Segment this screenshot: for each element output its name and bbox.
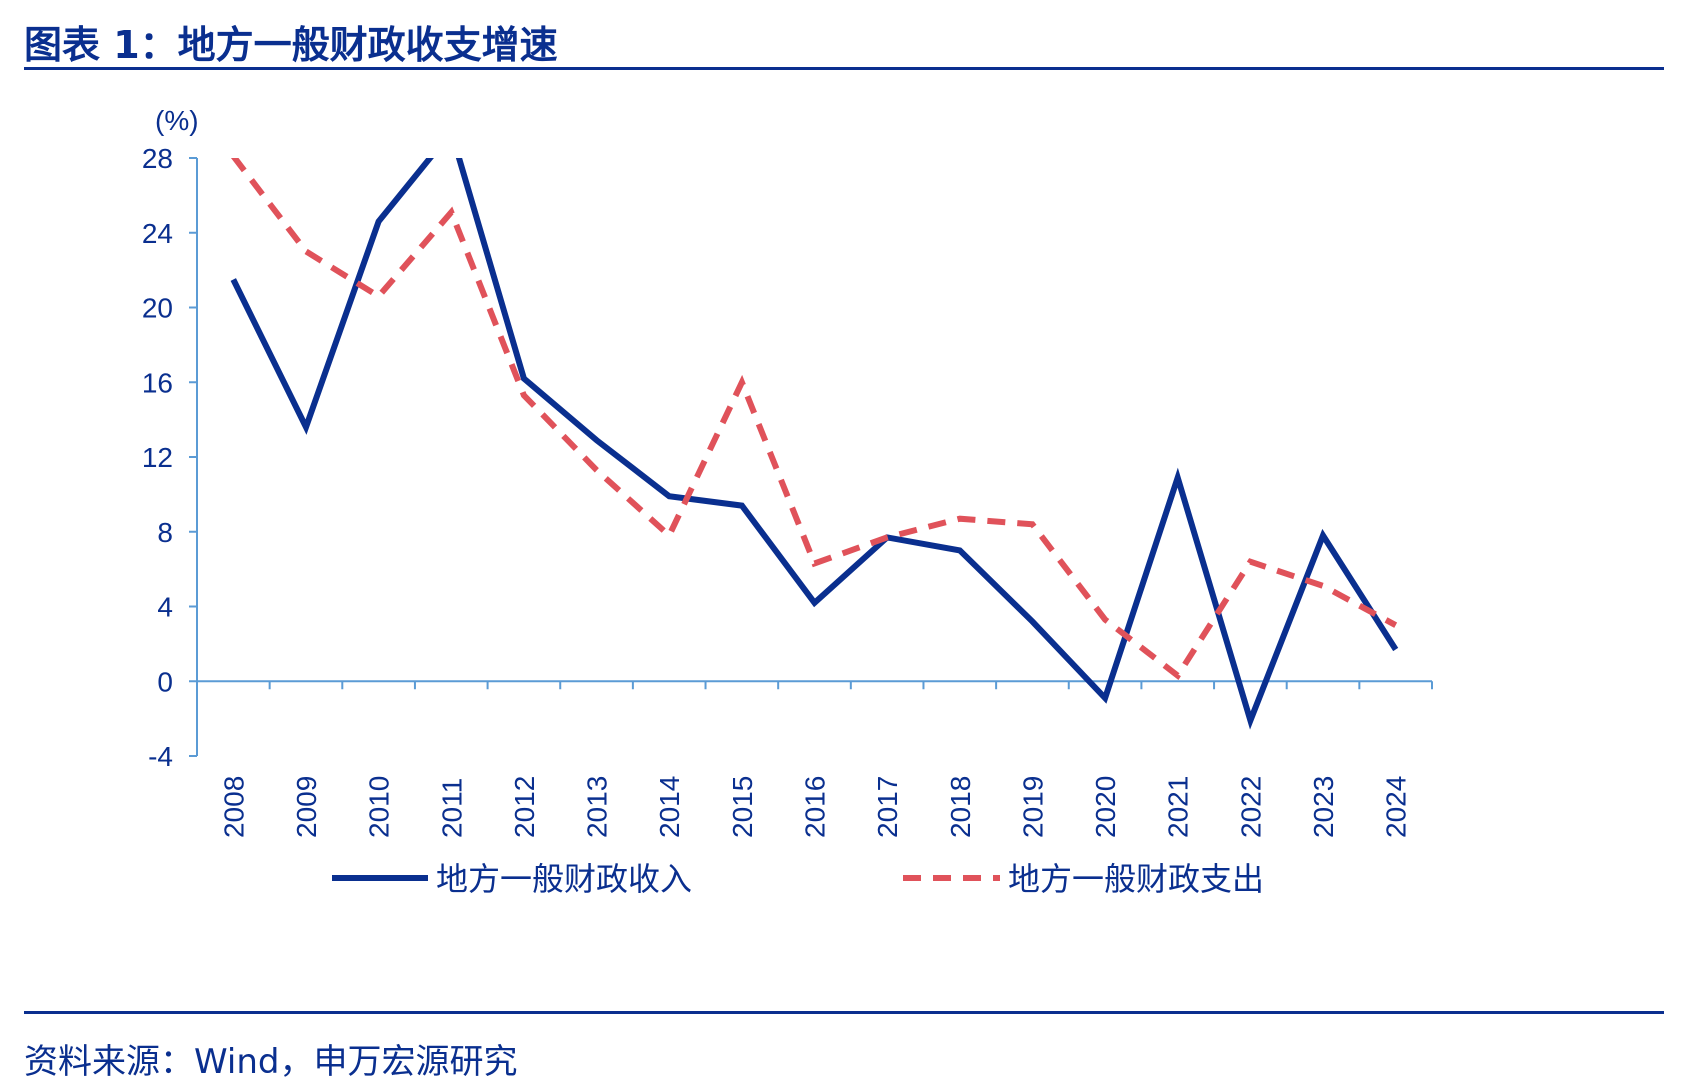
y-tick-label: 8 <box>157 517 173 548</box>
y-tick-label: 0 <box>157 666 173 697</box>
y-axis-unit-label: (%) <box>155 105 199 136</box>
x-tick-label: 2024 <box>1381 776 1412 838</box>
x-tick-label: 2014 <box>654 776 685 838</box>
title-divider <box>24 67 1664 70</box>
figure-title: 图表 1：地方一般财政收支增速 <box>24 23 558 67</box>
x-tick-label: 2010 <box>364 776 395 838</box>
source-note: 资料来源：Wind，申万宏源研究 <box>24 1042 518 1082</box>
series-line-expenditure <box>230 158 1398 680</box>
series-line-income <box>230 158 1399 730</box>
source-divider <box>24 1011 1664 1014</box>
x-tick-label: 2017 <box>872 776 903 838</box>
y-tick-label: 24 <box>142 218 173 249</box>
x-tick-label: 2018 <box>945 776 976 838</box>
y-tick-label: 16 <box>142 367 173 398</box>
x-tick-label: 2013 <box>582 776 613 838</box>
y-tick-label: 28 <box>142 143 173 174</box>
chart-series <box>230 158 1399 730</box>
legend-label-income: 地方一般财政收入 <box>436 860 692 898</box>
x-tick-label: 2022 <box>1235 776 1266 838</box>
x-tick-label: 2012 <box>509 776 540 838</box>
y-tick-label: 12 <box>142 442 173 473</box>
legend-label-expenditure: 地方一般财政支出 <box>1008 860 1264 898</box>
y-tick-label: -4 <box>148 741 173 772</box>
x-tick-label: 2008 <box>218 776 249 838</box>
x-tick-label: 2011 <box>436 778 467 838</box>
x-tick-label: 2015 <box>727 776 758 838</box>
x-tick-label: 2019 <box>1017 776 1048 838</box>
x-tick-label: 2020 <box>1090 776 1121 838</box>
chart-legend: 地方一般财政收入 地方一般财政支出 <box>332 860 1264 898</box>
x-tick-label: 2023 <box>1308 776 1339 838</box>
y-tick-label: 20 <box>142 293 173 324</box>
y-tick-label: 4 <box>157 592 173 623</box>
x-tick-label: 2009 <box>291 776 322 838</box>
x-tick-label: 2021 <box>1163 776 1194 838</box>
x-tick-label: 2016 <box>800 776 831 838</box>
